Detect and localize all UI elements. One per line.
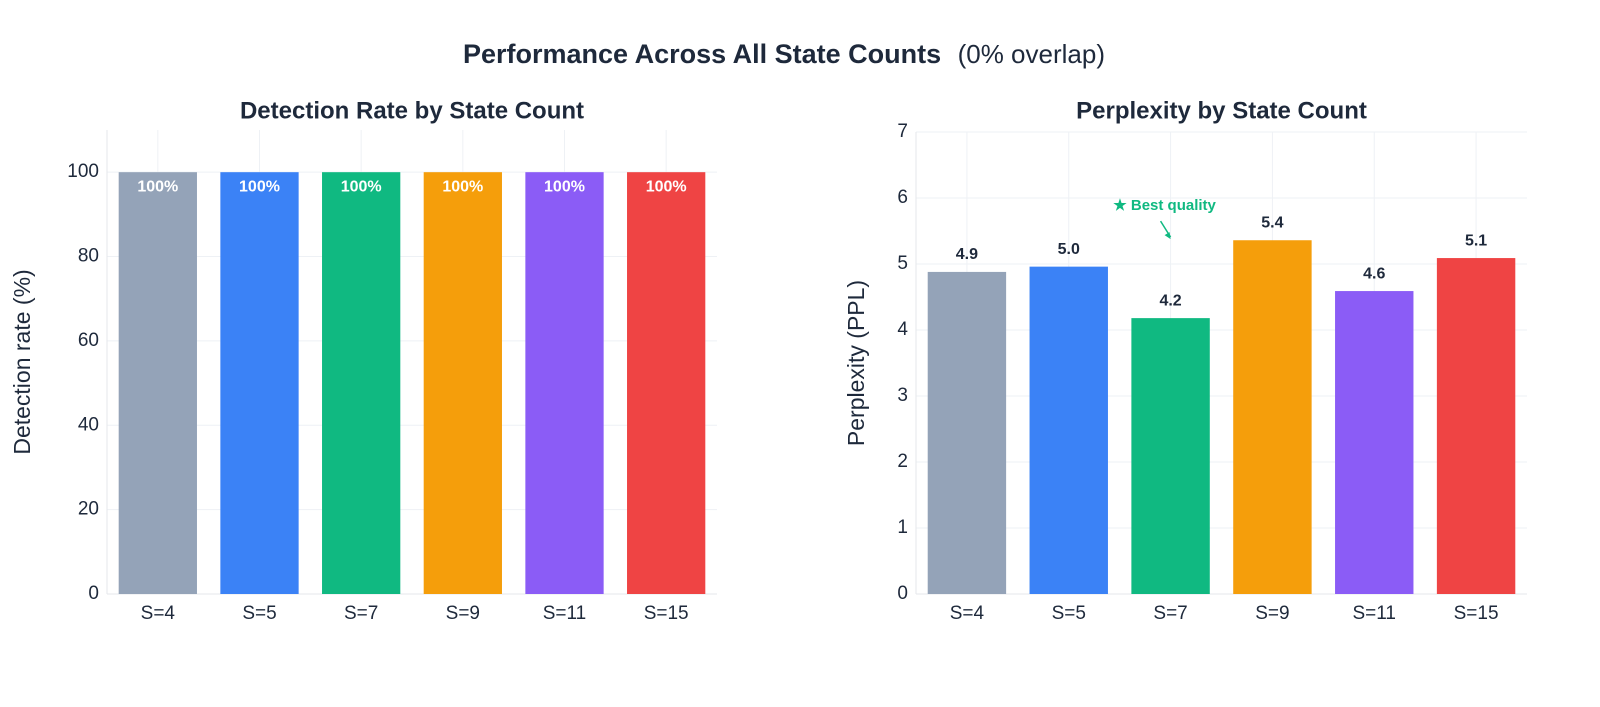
bar [322,172,401,594]
bar [1233,240,1312,595]
bar [1131,318,1210,594]
x-tick-label: S=4 [950,603,985,624]
bar [525,172,604,594]
x-tick-label: S=15 [1454,603,1499,624]
x-tick-label: S=4 [141,603,176,624]
x-tick-label: S=7 [1153,603,1187,624]
x-tick-label: S=9 [1255,603,1289,624]
y-tick-label: 100 [67,161,99,182]
x-tick-label: S=5 [1052,603,1086,624]
subplot-title: Detection Rate by State Count [240,97,584,124]
bar [118,172,197,594]
y-tick-label: 5 [897,253,908,274]
value-label: 4.9 [956,246,978,263]
bar [1436,258,1516,594]
x-tick-label: S=9 [446,603,480,624]
subplot-title: Perplexity by State Count [1076,97,1367,124]
bar [927,271,1007,594]
value-label: 4.2 [1159,292,1181,309]
x-tick-label: S=11 [543,603,587,624]
title-note: (0% overlap) [958,39,1105,69]
value-label: 100% [646,178,687,195]
x-tick-label: S=15 [644,603,689,624]
bar [1029,266,1108,594]
bar [423,172,502,594]
value-label: 100% [544,178,585,195]
value-label: 100% [239,178,280,195]
y-tick-label: 4 [897,319,908,340]
value-label: 5.0 [1058,241,1080,258]
y-tick-label: 2 [897,451,908,472]
bar [627,172,706,594]
title-main: Performance Across All State Counts [463,39,941,69]
value-label: 100% [442,178,483,195]
y-tick-label: 20 [78,499,99,520]
y-tick-label: 7 [897,121,908,142]
y-tick-label: 0 [88,583,99,604]
x-tick-label: S=11 [1353,603,1397,624]
value-label: 100% [341,178,382,195]
x-tick-label: S=7 [344,603,378,624]
annotation: ★ Best quality [1113,197,1216,214]
x-tick-label: S=5 [242,603,276,624]
y-tick-label: 40 [78,414,99,435]
value-label: 100% [137,178,178,195]
value-label: 4.6 [1363,265,1385,282]
y-tick-label: 80 [78,246,99,267]
value-label: 5.4 [1261,214,1283,231]
figure-title: Performance Across All State Counts (0% … [463,39,1105,69]
y-tick-label: 6 [897,187,908,208]
y-tick-label: 3 [897,385,908,406]
y-axis-label: Detection rate (%) [9,269,35,454]
annotation-arrowhead [1164,232,1171,240]
y-tick-label: 60 [78,330,99,351]
y-tick-label: 0 [897,583,908,604]
value-label: 5.1 [1465,232,1487,249]
y-axis-label: Perplexity (PPL) [843,280,869,446]
bar [220,172,299,594]
y-tick-label: 1 [897,517,908,538]
bar [1335,291,1414,594]
